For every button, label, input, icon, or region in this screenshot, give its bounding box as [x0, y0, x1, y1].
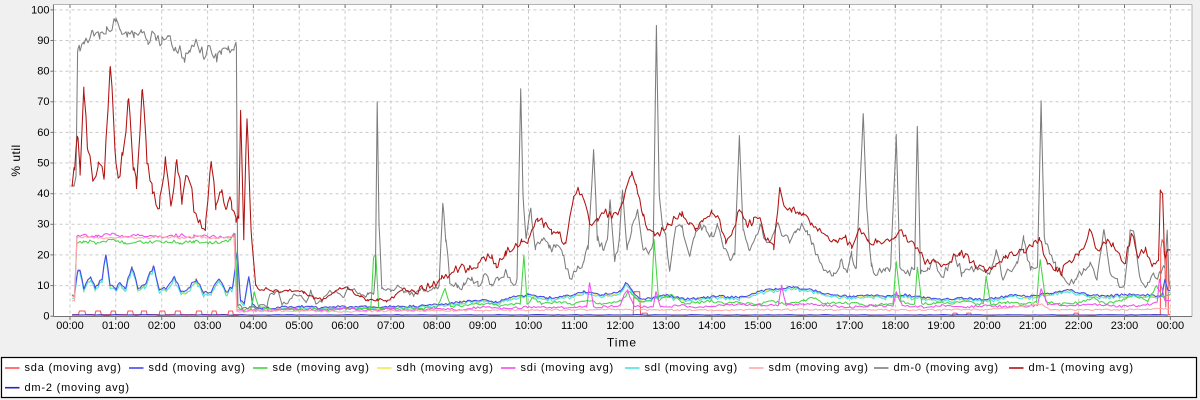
svg-text:23:00: 23:00 — [1111, 320, 1139, 332]
svg-text:90: 90 — [37, 35, 49, 47]
svg-text:13:00: 13:00 — [652, 320, 680, 332]
svg-text:dm-2 (moving avg): dm-2 (moving avg) — [25, 382, 130, 394]
svg-text:% util: % util — [9, 144, 23, 176]
svg-text:sdi (moving avg): sdi (moving avg) — [521, 362, 615, 374]
svg-text:15:00: 15:00 — [744, 320, 772, 332]
svg-text:03:00: 03:00 — [194, 320, 222, 332]
svg-text:08:00: 08:00 — [423, 320, 451, 332]
svg-text:Time: Time — [607, 336, 637, 350]
svg-text:70: 70 — [37, 96, 49, 108]
svg-text:sdl (moving avg): sdl (moving avg) — [645, 362, 739, 374]
svg-text:02:00: 02:00 — [148, 320, 176, 332]
svg-text:07:00: 07:00 — [377, 320, 405, 332]
svg-text:0: 0 — [43, 311, 49, 323]
svg-text:14:00: 14:00 — [698, 320, 726, 332]
svg-text:sda (moving avg): sda (moving avg) — [25, 362, 122, 374]
svg-text:16:00: 16:00 — [790, 320, 818, 332]
svg-text:sdm (moving avg): sdm (moving avg) — [769, 362, 869, 374]
svg-text:10:00: 10:00 — [515, 320, 543, 332]
svg-text:20:00: 20:00 — [973, 320, 1001, 332]
svg-text:dm-0 (moving avg): dm-0 (moving avg) — [894, 362, 999, 374]
svg-text:100: 100 — [31, 4, 49, 16]
svg-text:80: 80 — [37, 66, 49, 78]
svg-text:09:00: 09:00 — [469, 320, 497, 332]
svg-text:12:00: 12:00 — [606, 320, 634, 332]
svg-text:22:00: 22:00 — [1065, 320, 1093, 332]
svg-text:dm-1 (moving avg): dm-1 (moving avg) — [1029, 362, 1134, 374]
svg-text:11:00: 11:00 — [561, 320, 588, 332]
svg-text:10: 10 — [37, 280, 49, 292]
svg-text:19:00: 19:00 — [927, 320, 955, 332]
svg-text:60: 60 — [37, 127, 49, 139]
svg-text:sdd (moving avg): sdd (moving avg) — [149, 362, 246, 374]
svg-text:18:00: 18:00 — [882, 320, 910, 332]
svg-text:04:00: 04:00 — [240, 320, 268, 332]
svg-text:06:00: 06:00 — [331, 320, 359, 332]
svg-text:20: 20 — [37, 249, 49, 261]
svg-text:00:00: 00:00 — [56, 320, 84, 332]
svg-text:05:00: 05:00 — [285, 320, 313, 332]
svg-text:21:00: 21:00 — [1019, 320, 1047, 332]
svg-text:01:00: 01:00 — [102, 320, 130, 332]
svg-text:17:00: 17:00 — [836, 320, 864, 332]
svg-text:30: 30 — [37, 219, 49, 231]
svg-text:sdh (moving avg): sdh (moving avg) — [397, 362, 494, 374]
svg-text:sde (moving avg): sde (moving avg) — [273, 362, 370, 374]
svg-text:00:00: 00:00 — [1157, 320, 1185, 332]
svg-text:40: 40 — [37, 188, 49, 200]
svg-text:50: 50 — [37, 157, 49, 169]
